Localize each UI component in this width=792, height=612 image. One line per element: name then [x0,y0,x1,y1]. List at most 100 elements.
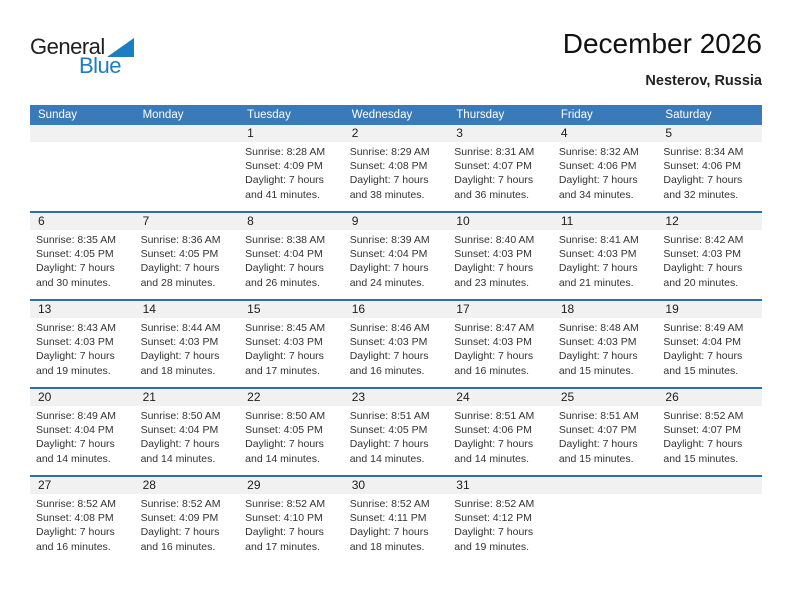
day-details: Sunrise: 8:51 AM Sunset: 4:05 PM Daylight:… [344,406,449,466]
day-details: Sunrise: 8:47 AM Sunset: 4:03 PM Daylight:… [448,318,553,378]
sunset-text: Sunset: 4:06 PM [558,160,637,173]
sunrise-text: Sunrise: 8:52 AM [663,410,744,422]
sunrise-text: Sunrise: 8:48 AM [558,322,639,334]
sunset-text: Sunset: 4:08 PM [36,512,114,525]
day-number: 3 [448,125,553,142]
day-number [657,477,762,494]
weekday-header-sunday: Sunday [38,109,78,121]
day-number [30,125,135,142]
sunrise-text: Sunrise: 8:41 AM [558,234,639,246]
sunrise-text: Sunrise: 8:32 AM [558,146,639,158]
day-cell-1: 1 Sunrise: 8:28 AM Sunset: 4:09 PM Daylight… [239,125,344,211]
daylight-text: Daylight: 7 hours and 16 minutes. [140,526,220,553]
day-details: Sunrise: 8:50 AM Sunset: 4:04 PM Daylight:… [135,406,240,466]
day-details: Sunrise: 8:51 AM Sunset: 4:07 PM Daylight:… [553,406,658,466]
week-row: 27 Sunrise: 8:52 AM Sunset: 4:08 PM Dayligh… [30,475,762,563]
day-cell-20: 20 Sunrise: 8:49 AM Sunset: 4:04 PM Dayligh… [30,389,135,475]
day-details: Sunrise: 8:46 AM Sunset: 4:03 PM Daylight:… [344,318,449,378]
day-details: Sunrise: 8:40 AM Sunset: 4:03 PM Daylight:… [448,230,553,290]
day-details: Sunrise: 8:50 AM Sunset: 4:05 PM Daylight:… [239,406,344,466]
sunrise-text: Sunrise: 8:34 AM [663,146,744,158]
day-details: Sunrise: 8:31 AM Sunset: 4:07 PM Daylight:… [448,142,553,202]
sunset-text: Sunset: 4:03 PM [558,248,637,261]
day-number: 20 [30,389,135,406]
sunset-text: Sunset: 4:03 PM [245,336,323,349]
day-number: 1 [239,125,344,142]
week-row: 20 Sunrise: 8:49 AM Sunset: 4:04 PM Dayligh… [30,387,762,475]
sunset-text: Sunset: 4:06 PM [663,160,742,173]
day-number: 22 [239,389,344,406]
day-cell-18: 18 Sunrise: 8:48 AM Sunset: 4:03 PM Dayligh… [552,301,658,387]
sunset-text: Sunset: 4:03 PM [558,336,637,349]
sunset-text: Sunset: 4:05 PM [36,248,114,261]
sunrise-text: Sunrise: 8:49 AM [36,410,116,422]
sunset-text: Sunset: 4:07 PM [663,424,742,437]
day-details: Sunrise: 8:52 AM Sunset: 4:11 PM Daylight:… [344,494,449,554]
sunrise-text: Sunrise: 8:29 AM [349,146,430,158]
daylight-text: Daylight: 7 hours and 16 minutes. [454,350,534,377]
day-number: 25 [552,389,658,406]
day-cell-16: 16 Sunrise: 8:46 AM Sunset: 4:03 PM Dayligh… [343,301,449,387]
day-cell-30: 30 Sunrise: 8:52 AM Sunset: 4:11 PM Dayligh… [343,477,449,563]
day-cell-3: 3 Sunrise: 8:31 AM Sunset: 4:07 PM Daylight… [448,125,553,211]
week-row: 6 Sunrise: 8:35 AM Sunset: 4:05 PM Daylight… [30,211,762,299]
day-number: 30 [343,477,449,494]
day-details: Sunrise: 8:35 AM Sunset: 4:05 PM Daylight:… [30,230,135,290]
day-details: Sunrise: 8:48 AM Sunset: 4:03 PM Daylight:… [553,318,658,378]
day-details: Sunrise: 8:52 AM Sunset: 4:10 PM Daylight:… [239,494,344,554]
sunset-text: Sunset: 4:07 PM [558,424,637,437]
sunrise-text: Sunrise: 8:42 AM [663,234,744,246]
weekday-header-thursday: Thursday [456,109,505,121]
sunrise-text: Sunrise: 8:43 AM [36,322,116,334]
day-cell-5: 5 Sunrise: 8:34 AM Sunset: 4:06 PM Daylight… [657,125,762,211]
sunrise-text: Sunrise: 8:28 AM [245,146,326,158]
sunrise-text: Sunrise: 8:52 AM [349,498,430,510]
daylight-text: Daylight: 7 hours and 32 minutes. [663,174,743,201]
daylight-text: Daylight: 7 hours and 16 minutes. [349,350,429,377]
day-number: 15 [239,301,344,318]
day-details: Sunrise: 8:28 AM Sunset: 4:09 PM Daylight:… [239,142,344,202]
day-details: Sunrise: 8:52 AM Sunset: 4:12 PM Daylight:… [448,494,553,554]
sunset-text: Sunset: 4:06 PM [454,424,532,437]
day-cell-29: 29 Sunrise: 8:52 AM Sunset: 4:10 PM Dayligh… [239,477,344,563]
sunrise-text: Sunrise: 8:51 AM [454,410,535,422]
sunset-text: Sunset: 4:04 PM [349,248,428,261]
sunrise-text: Sunrise: 8:51 AM [558,410,639,422]
sunset-text: Sunset: 4:03 PM [454,248,532,261]
day-number: 10 [448,213,553,230]
day-cell-23: 23 Sunrise: 8:51 AM Sunset: 4:05 PM Dayligh… [343,389,449,475]
day-details: Sunrise: 8:36 AM Sunset: 4:05 PM Daylight:… [135,230,240,290]
daylight-text: Daylight: 7 hours and 14 minutes. [349,438,429,465]
day-number: 6 [30,213,135,230]
sunrise-text: Sunrise: 8:52 AM [454,498,535,510]
day-details: Sunrise: 8:49 AM Sunset: 4:04 PM Daylight:… [30,406,135,466]
weekday-header-saturday: Saturday [665,109,712,121]
daylight-text: Daylight: 7 hours and 38 minutes. [349,174,429,201]
daylight-text: Daylight: 7 hours and 19 minutes. [36,350,115,377]
day-cell-26: 26 Sunrise: 8:52 AM Sunset: 4:07 PM Dayligh… [657,389,762,475]
day-number: 13 [30,301,135,318]
page-title: December 2026 [562,28,762,59]
day-cell-31: 31 Sunrise: 8:52 AM Sunset: 4:12 PM Dayligh… [448,477,553,563]
daylight-text: Daylight: 7 hours and 14 minutes. [454,438,534,465]
sunset-text: Sunset: 4:03 PM [140,336,219,349]
daylight-text: Daylight: 7 hours and 18 minutes. [349,526,429,553]
daylight-text: Daylight: 7 hours and 34 minutes. [558,174,638,201]
sunset-text: Sunset: 4:11 PM [349,512,427,525]
day-cell-25: 25 Sunrise: 8:51 AM Sunset: 4:07 PM Dayligh… [552,389,658,475]
daylight-text: Daylight: 7 hours and 30 minutes. [36,262,115,289]
sunset-text: Sunset: 4:04 PM [245,248,323,261]
day-number: 18 [552,301,658,318]
sunset-text: Sunset: 4:04 PM [663,336,742,349]
day-cell-empty [657,477,762,563]
day-cell-24: 24 Sunrise: 8:51 AM Sunset: 4:06 PM Dayligh… [448,389,553,475]
sunset-text: Sunset: 4:09 PM [140,512,219,525]
day-details: Sunrise: 8:43 AM Sunset: 4:03 PM Daylight:… [30,318,135,378]
day-cell-21: 21 Sunrise: 8:50 AM Sunset: 4:04 PM Dayligh… [134,389,240,475]
day-number: 21 [134,389,240,406]
day-details: Sunrise: 8:52 AM Sunset: 4:07 PM Daylight:… [657,406,762,466]
day-details: Sunrise: 8:52 AM Sunset: 4:09 PM Daylight:… [135,494,240,554]
sunrise-text: Sunrise: 8:36 AM [140,234,221,246]
day-details: Sunrise: 8:49 AM Sunset: 4:04 PM Daylight:… [657,318,762,378]
sunset-text: Sunset: 4:10 PM [245,512,323,525]
